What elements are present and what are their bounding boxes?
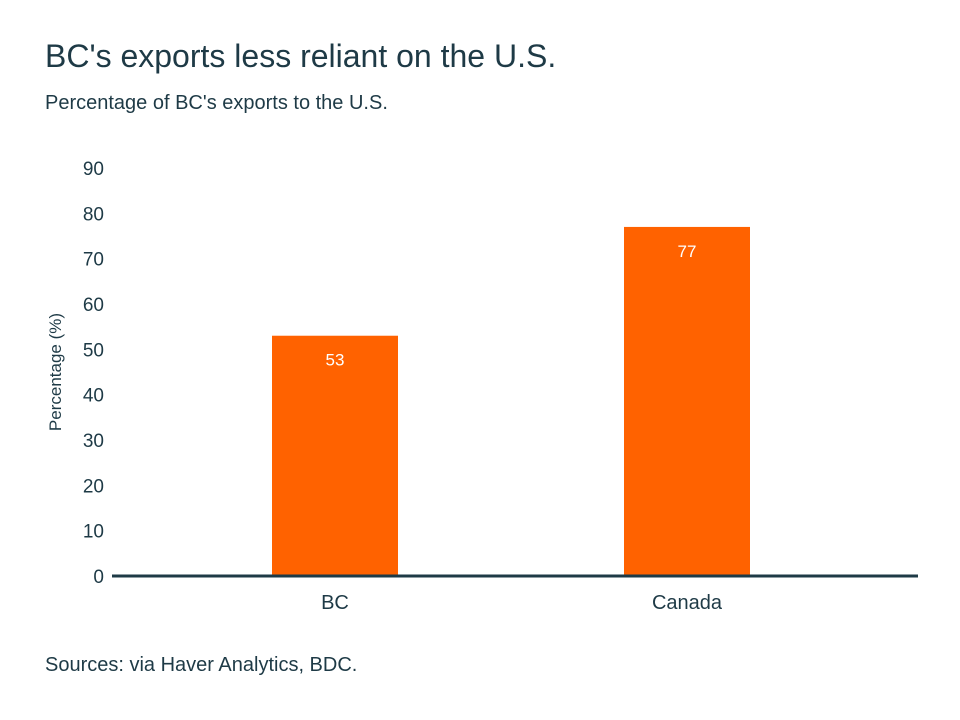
y-tick-label: 50 [83,340,104,361]
y-tick-label: 40 [83,386,104,407]
y-tick-label: 60 [83,295,104,316]
y-tick-label: 20 [83,476,104,497]
data-label: 77 [678,242,697,261]
bar-canada [624,226,750,576]
y-tick-label: 30 [83,431,104,452]
y-tick-label: 70 [83,250,104,271]
data-label: 53 [326,351,345,370]
x-tick-label: BC [321,592,349,614]
y-tick-label: 90 [83,159,104,180]
y-axis-label: Percentage (%) [46,313,65,431]
source-note: Sources: via Haver Analytics, BDC. [45,654,358,676]
bar-bc [272,335,398,576]
y-tick-label: 80 [83,204,104,225]
y-tick-label: 10 [83,522,104,543]
chart-title: BC's exports less reliant on the U.S. [45,38,557,74]
chart-subtitle: Percentage of BC's exports to the U.S. [45,92,388,114]
x-tick-label: Canada [652,592,723,614]
y-tick-label: 0 [93,567,104,588]
